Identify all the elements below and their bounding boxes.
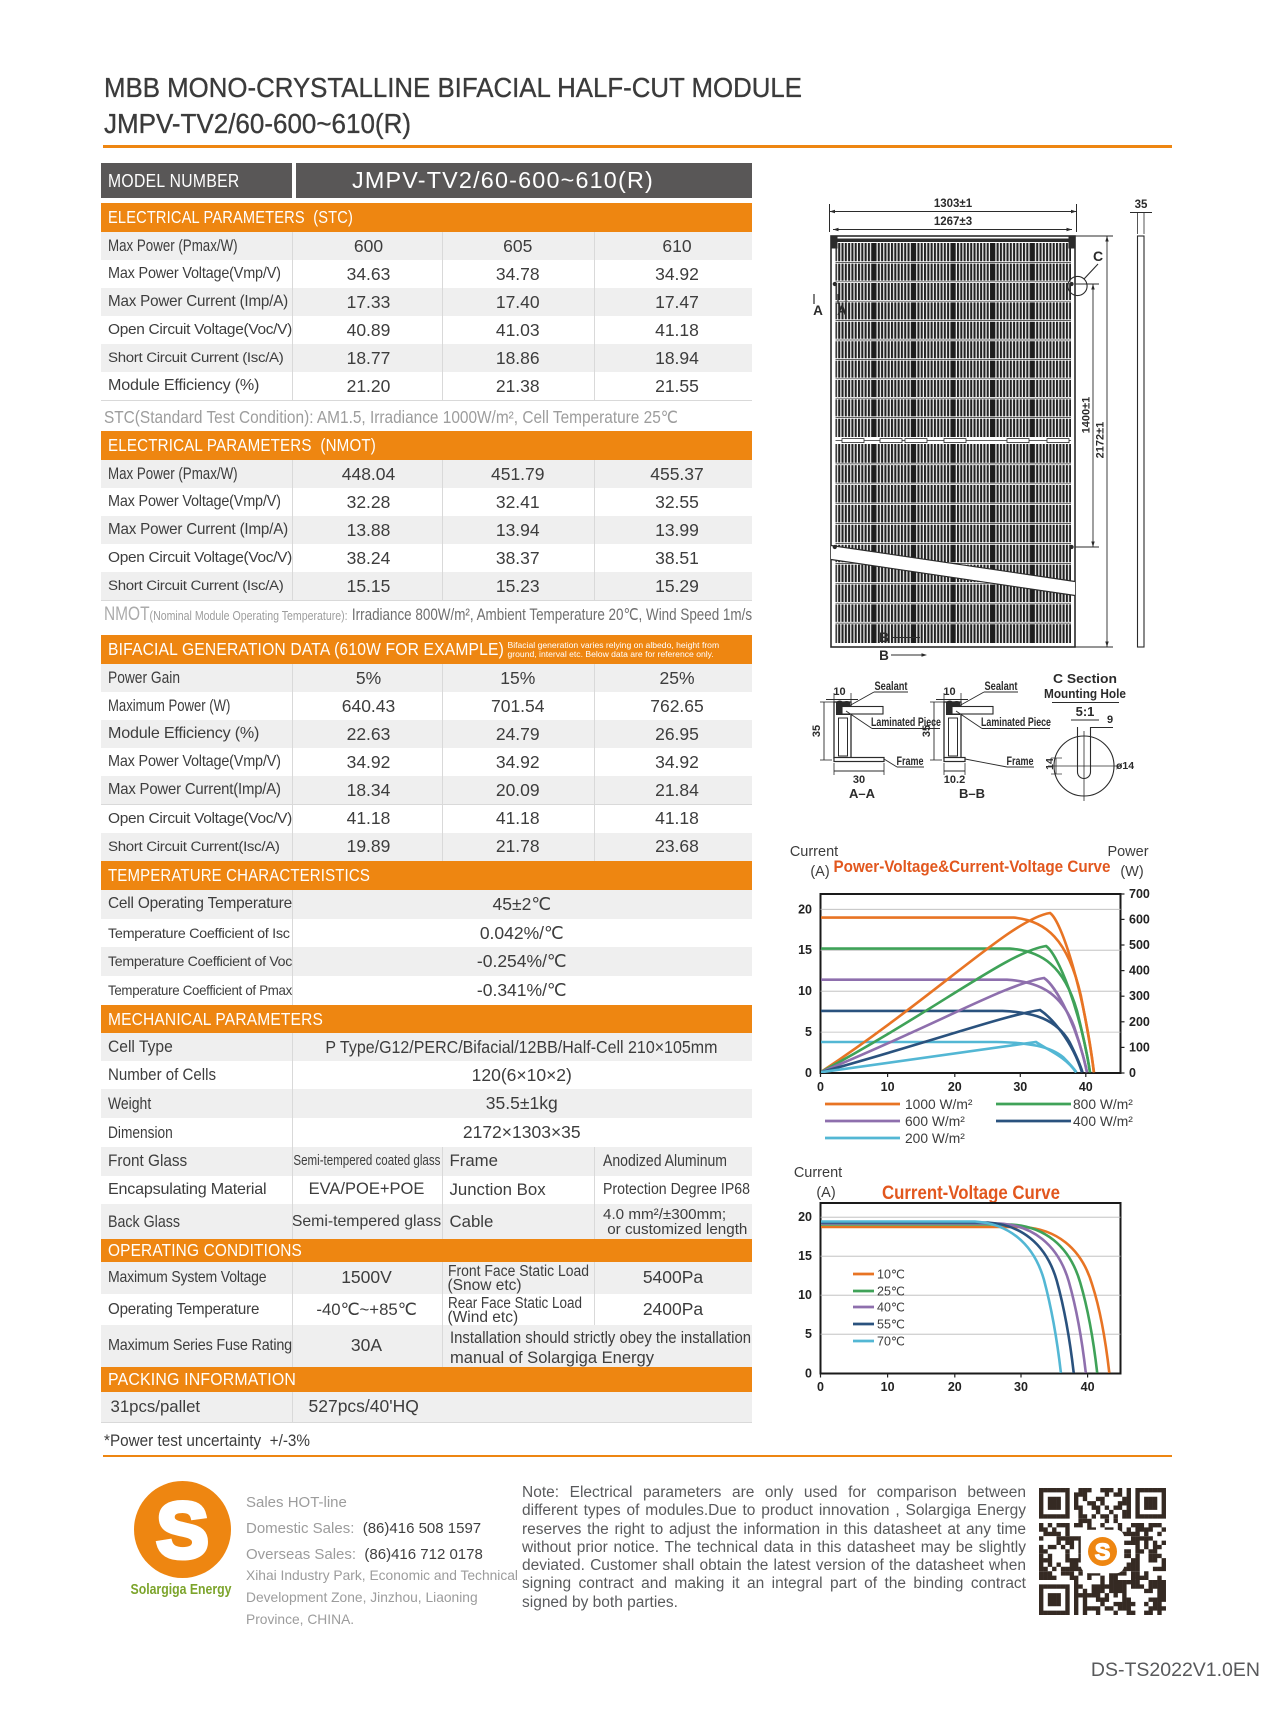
- svg-text:A: A: [837, 303, 847, 318]
- svg-text:20: 20: [798, 902, 812, 916]
- svg-text:10: 10: [881, 1380, 895, 1394]
- svg-text:10.2: 10.2: [944, 774, 965, 786]
- svg-text:70℃: 70℃: [877, 1335, 905, 1349]
- svg-text:0: 0: [805, 1066, 812, 1080]
- svg-text:Frame: Frame: [1007, 756, 1034, 768]
- svg-text:(W): (W): [1120, 864, 1143, 880]
- svg-text:20: 20: [948, 1380, 962, 1394]
- svg-text:A–A: A–A: [849, 786, 876, 801]
- svg-text:25℃: 25℃: [877, 1285, 905, 1299]
- svg-text:2172±1: 2172±1: [1095, 422, 1107, 459]
- svg-text:B–B: B–B: [959, 786, 985, 801]
- svg-text:Solargiga Energy: Solargiga Energy: [131, 1581, 233, 1598]
- svg-text:5: 5: [805, 1025, 812, 1039]
- svg-text:600 W/m²: 600 W/m²: [905, 1114, 965, 1129]
- svg-text:Mounting Hole: Mounting Hole: [1044, 687, 1126, 701]
- svg-text:Sealant: Sealant: [875, 681, 908, 693]
- svg-text:500: 500: [1129, 938, 1150, 952]
- svg-text:30: 30: [853, 774, 865, 786]
- svg-text:1400±1: 1400±1: [1081, 397, 1093, 434]
- svg-text:14: 14: [1044, 758, 1056, 770]
- svg-text:S: S: [156, 1486, 208, 1574]
- svg-text:5:1: 5:1: [1076, 704, 1095, 719]
- svg-text:S: S: [1095, 1539, 1110, 1565]
- svg-text:200 W/m²: 200 W/m²: [905, 1131, 965, 1146]
- svg-text:Current-Voltage Curve: Current-Voltage Curve: [882, 1182, 1060, 1204]
- svg-text:200: 200: [1129, 1015, 1150, 1029]
- svg-text:C Section: C Section: [1053, 672, 1117, 686]
- svg-text:(A): (A): [816, 1185, 835, 1201]
- svg-text:Sealant: Sealant: [985, 681, 1018, 693]
- svg-text:B: B: [879, 630, 889, 645]
- svg-text:55℃: 55℃: [877, 1318, 905, 1332]
- svg-text:700: 700: [1129, 887, 1150, 901]
- svg-text:Laminated Piece: Laminated Piece: [981, 717, 1051, 729]
- svg-text:10: 10: [833, 686, 845, 698]
- svg-text:Power: Power: [1107, 844, 1148, 860]
- svg-text:A: A: [813, 303, 823, 318]
- svg-text:10: 10: [943, 686, 955, 698]
- svg-text:40: 40: [1081, 1380, 1095, 1394]
- svg-text:40: 40: [1079, 1080, 1093, 1094]
- svg-text:400 W/m²: 400 W/m²: [1073, 1114, 1133, 1129]
- svg-text:5: 5: [805, 1327, 812, 1341]
- svg-text:0: 0: [805, 1367, 812, 1381]
- svg-text:Power-Voltage&Current-Voltage: Power-Voltage&Current-Voltage Curve: [834, 858, 1111, 876]
- svg-text:1303±1: 1303±1: [934, 198, 973, 210]
- svg-text:B: B: [879, 648, 889, 663]
- svg-text:C: C: [1093, 248, 1103, 264]
- svg-text:100: 100: [1129, 1040, 1150, 1054]
- svg-text:800 W/m²: 800 W/m²: [1073, 1097, 1133, 1112]
- svg-text:ø14: ø14: [1116, 760, 1134, 772]
- svg-text:0: 0: [817, 1080, 824, 1094]
- svg-text:400: 400: [1129, 964, 1150, 978]
- svg-text:600: 600: [1129, 912, 1150, 926]
- svg-text:40℃: 40℃: [877, 1301, 905, 1315]
- svg-text:15: 15: [798, 943, 812, 957]
- svg-text:(A): (A): [810, 864, 829, 880]
- svg-text:35: 35: [921, 725, 933, 737]
- svg-text:Frame: Frame: [897, 756, 924, 768]
- svg-text:30: 30: [1013, 1080, 1027, 1094]
- svg-text:30: 30: [1014, 1380, 1028, 1394]
- svg-text:10℃: 10℃: [877, 1268, 905, 1282]
- svg-text:10: 10: [881, 1080, 895, 1094]
- svg-text:9: 9: [1107, 714, 1113, 726]
- svg-text:Current: Current: [790, 844, 838, 860]
- svg-text:15: 15: [798, 1249, 812, 1263]
- svg-text:35: 35: [1135, 199, 1148, 211]
- svg-text:1000 W/m²: 1000 W/m²: [905, 1097, 973, 1112]
- svg-text:1267±3: 1267±3: [934, 216, 972, 228]
- svg-text:Laminated Piece: Laminated Piece: [871, 717, 941, 729]
- svg-text:0: 0: [817, 1380, 824, 1394]
- svg-text:0: 0: [1129, 1066, 1136, 1080]
- svg-text:300: 300: [1129, 989, 1150, 1003]
- svg-text:20: 20: [798, 1210, 812, 1224]
- svg-text:35: 35: [811, 725, 823, 737]
- svg-text:10: 10: [798, 984, 812, 998]
- svg-text:Current: Current: [794, 1165, 842, 1181]
- svg-text:10: 10: [798, 1288, 812, 1302]
- svg-text:20: 20: [948, 1080, 962, 1094]
